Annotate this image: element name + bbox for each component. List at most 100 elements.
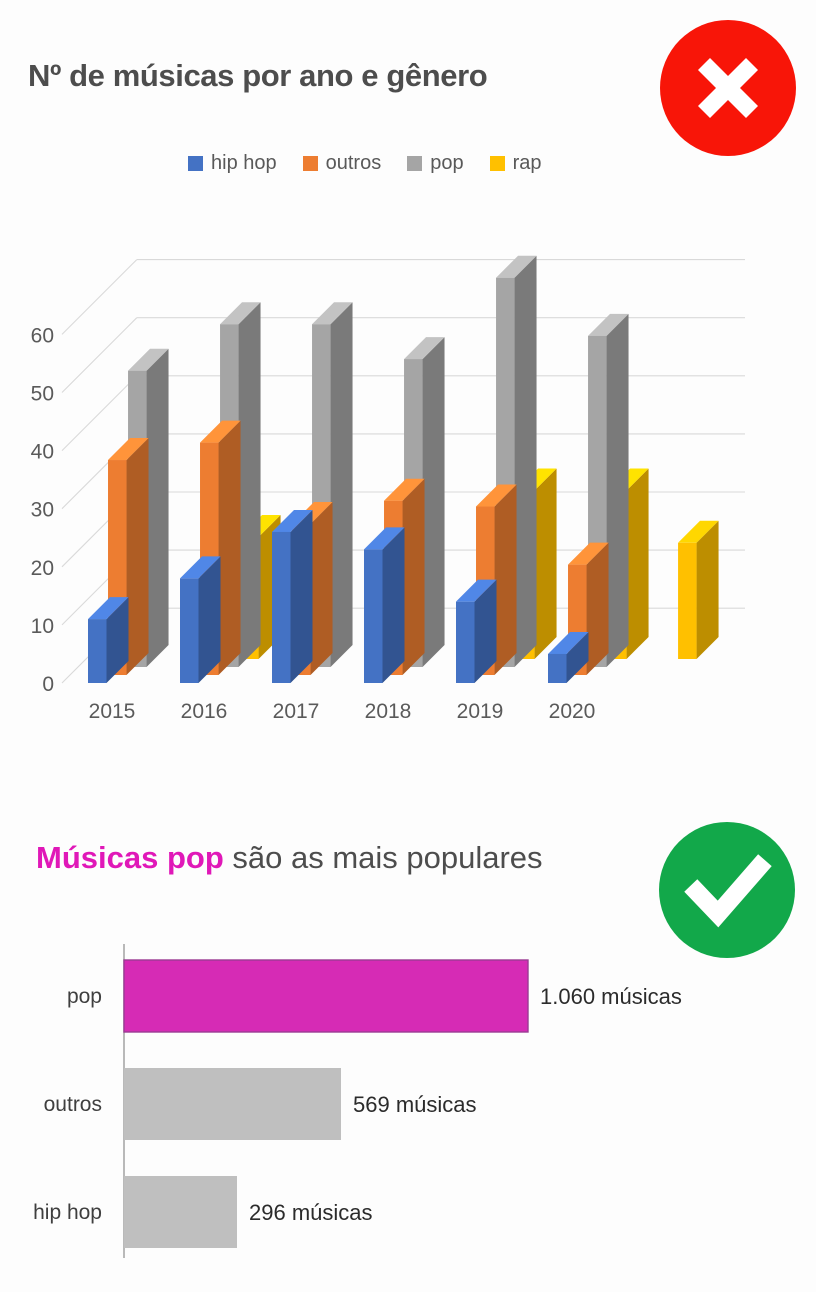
legend-swatch-rap (489, 156, 505, 171)
legend-label-rap: rap (512, 152, 542, 174)
y-axis-tick-label: 60 (31, 324, 54, 347)
gridline-riser (61, 375, 138, 451)
bar-hip-hop-2020 (548, 631, 589, 683)
x-mark-icon (660, 20, 796, 156)
bar-side-face (310, 501, 333, 675)
bar-front-face (456, 601, 475, 683)
bar-side-face (126, 438, 149, 675)
bar-hip-hop (124, 1176, 237, 1248)
x-axis-tick-label: 2018 (365, 700, 412, 723)
bar-row: pop 1.060 músicas (67, 959, 682, 1033)
chart-axis: 0 10 20 30 40 50 60 2015 2016 2017 2018 2019 2020 (31, 324, 596, 723)
bar-front-face (88, 619, 107, 683)
x-axis-tick-label: 2020 (549, 700, 596, 723)
bar-value-label: 569 músicas (353, 1092, 477, 1117)
y-axis-tick-label: 30 (31, 499, 54, 522)
bar-value-label: 1.060 músicas (540, 984, 682, 1009)
bar-side-face (330, 302, 353, 667)
bar-front-face (180, 578, 199, 683)
bar-side-face (566, 631, 589, 683)
bar-pop (123, 959, 529, 1033)
bar-hip-hop-2016 (180, 556, 221, 683)
bar-top-face (678, 520, 719, 543)
section-title-rest: são as mais populares (223, 840, 543, 875)
bar-top-face (108, 438, 149, 461)
bar-top-face (312, 302, 353, 325)
chart-legend: hip hop outros pop rap (188, 152, 568, 175)
y-axis-tick-label: 40 (31, 441, 54, 464)
column-chart-3d: 0 10 20 30 40 50 60 2015 2016 2017 2018 2019 2020 (31, 255, 745, 723)
bad-chart-panel: Nº de músicas por ano e gênero hip hop o… (28, 20, 796, 723)
page-title: Nº de músicas por ano e gênero (28, 58, 488, 93)
bar-front-face (678, 542, 697, 659)
x-axis-tick-label: 2015 (89, 700, 136, 723)
bar-category-label: hip hop (33, 1201, 102, 1224)
bar-rap-trailing (678, 520, 719, 659)
bar-row: outros 569 músicas (44, 1068, 477, 1140)
bar-front-face (364, 549, 383, 683)
bar-side-face (586, 542, 609, 675)
legend-item-outros: outros (302, 152, 382, 175)
good-chart-panel: Músicas pop são as mais populares pop 1.0… (0, 760, 816, 1292)
bar-side-face (494, 484, 517, 675)
bar-front-face (548, 653, 567, 683)
y-axis-tick-label: 20 (31, 557, 54, 580)
bar-side-face (474, 579, 497, 683)
bar-side-face (402, 478, 425, 675)
bar-side-face (514, 255, 537, 668)
bar-hip-hop-2015 (88, 597, 129, 683)
bar-category-label: pop (67, 985, 102, 1008)
bar-top-face (88, 597, 129, 620)
bar-side-face (626, 468, 649, 659)
bar-side-face (422, 337, 445, 667)
legend-item-hip-hop: hip hop (188, 152, 277, 175)
bar-row: hip hop 296 músicas (33, 1176, 373, 1248)
bar-side-face (106, 597, 129, 683)
legend-label-outros: outros (325, 152, 382, 174)
section-title: Músicas pop são as mais populares (36, 836, 636, 881)
y-axis-tick-label: 50 (31, 383, 54, 406)
bar-top-face (568, 542, 609, 565)
bar-side-face (696, 520, 719, 659)
bar-top-face (456, 579, 497, 602)
bar-top-face (588, 313, 629, 336)
bar-top-face (476, 484, 517, 507)
legend-swatch-pop (407, 156, 423, 171)
bar-top-face (200, 420, 241, 443)
check-mark-icon (659, 822, 795, 958)
y-axis-tick-label: 10 (31, 615, 54, 638)
bar-side-face (198, 556, 221, 683)
bar-top-face (364, 527, 405, 550)
bar-side-face (238, 302, 261, 667)
bar-top-face (384, 478, 425, 501)
x-axis-tick-label: 2017 (273, 700, 320, 723)
gridline-riser (61, 317, 138, 393)
bar-hip-hop-2017 (272, 509, 313, 683)
gridline-riser (61, 259, 138, 335)
bar-side-face (382, 527, 405, 683)
horizontal-bar-chart: pop 1.060 músicas outros 569 músicas hip hop… (33, 944, 682, 1258)
bar-category-label: outros (44, 1093, 102, 1116)
bar-side-face (146, 348, 169, 667)
legend-swatch-hip-hop (188, 156, 203, 171)
legend-label-hip-hop: hip hop (211, 152, 277, 174)
bar-side-face (534, 468, 557, 659)
bar-side-face (290, 509, 313, 683)
legend-item-rap: rap (489, 152, 542, 175)
bar-top-face (220, 302, 261, 325)
legend-swatch-outros (302, 156, 318, 171)
bar-top-face (404, 337, 445, 360)
chart-bars (88, 255, 719, 683)
legend-item-pop: pop (407, 152, 464, 175)
x-axis-tick-label: 2016 (181, 700, 228, 723)
bar-top-face (548, 631, 589, 654)
bar-hip-hop-2018 (364, 527, 405, 683)
bar-side-face (218, 420, 241, 675)
x-axis-tick-label: 2019 (457, 700, 504, 723)
bar-front-face (272, 531, 291, 683)
bar-outros (124, 1068, 341, 1140)
legend-label-pop: pop (430, 152, 464, 174)
bar-value-label: 296 músicas (249, 1200, 373, 1225)
bar-top-face (128, 348, 169, 371)
y-axis-tick-label: 0 (42, 673, 54, 696)
